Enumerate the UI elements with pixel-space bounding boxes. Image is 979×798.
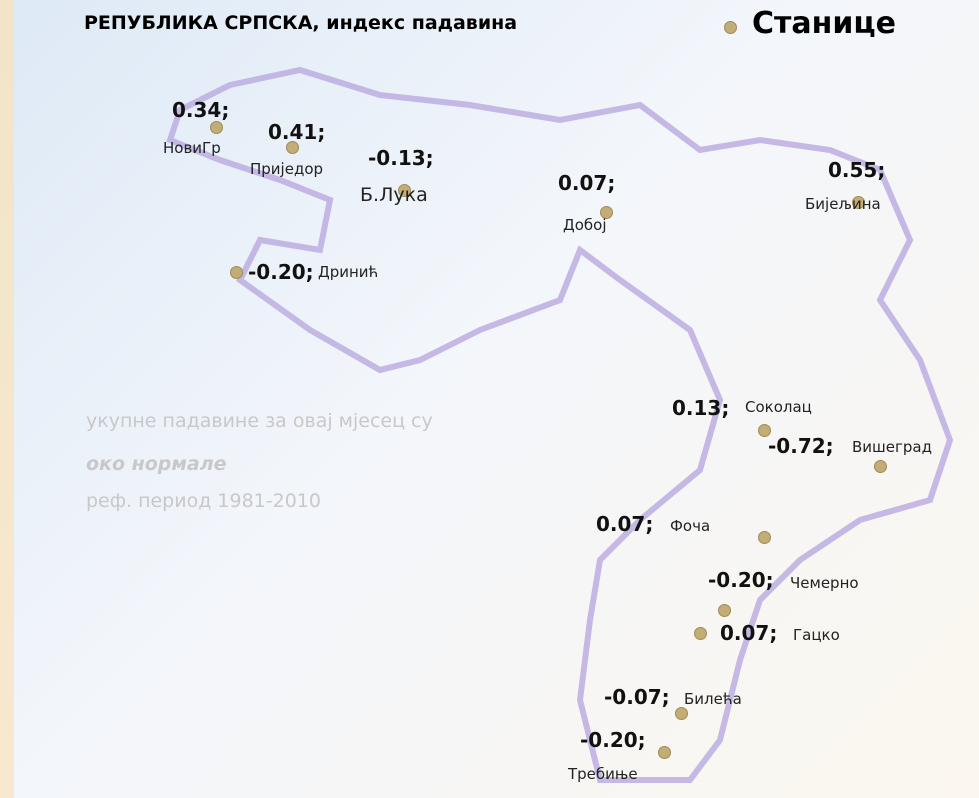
station-name: Билећа	[684, 690, 742, 708]
station-value: 0.07;	[558, 171, 616, 195]
station-dot	[675, 707, 688, 720]
station-name: НовиГр	[163, 139, 221, 157]
station-value: -0.07;	[604, 685, 670, 709]
station-name: Дринић	[318, 263, 379, 281]
station-name: Добој	[563, 216, 607, 234]
station-dot	[852, 196, 865, 209]
station-name: Чемерно	[790, 574, 859, 592]
station-value: -0.13;	[368, 146, 434, 170]
station-value: -0.72;	[768, 434, 834, 458]
station-dot	[874, 460, 887, 473]
station-name: Фоча	[670, 517, 711, 535]
station-dot	[210, 121, 223, 134]
station-dot	[718, 604, 731, 617]
station-name: Соколац	[745, 398, 812, 416]
station-dot	[758, 424, 771, 437]
legend-dot	[724, 21, 737, 34]
station-value: 0.34;	[172, 98, 230, 122]
note-line: реф. период 1981-2010	[86, 490, 321, 512]
station-dot	[398, 184, 411, 197]
station-dot	[230, 266, 243, 279]
station-name: Приједор	[250, 160, 324, 178]
legend-label: Станице	[752, 6, 896, 41]
title: РЕПУБЛИКА СРПСКА, индекс падавина	[84, 12, 518, 34]
station-value: -0.20;	[248, 260, 314, 284]
station-value: -0.20;	[580, 728, 646, 752]
station-dot	[658, 746, 671, 759]
station-value: -0.20;	[708, 568, 774, 592]
station-name: Б.Лука	[360, 184, 428, 206]
station-dot	[286, 141, 299, 154]
station-dot	[694, 627, 707, 640]
station-name: Вишеград	[852, 438, 932, 456]
station-value: 0.41;	[268, 120, 326, 144]
note-line: око нормале	[86, 453, 227, 475]
station-value: 0.07;	[720, 621, 778, 645]
station-value: 0.55;	[828, 158, 886, 182]
left-strip	[0, 0, 14, 798]
note-line: укупне падавине за овај мјесец су	[86, 410, 433, 432]
station-dot	[758, 531, 771, 544]
station-name: Бијељина	[805, 195, 881, 213]
station-dot	[600, 206, 613, 219]
border	[166, 66, 954, 783]
station-value: 0.13;	[672, 396, 730, 420]
station-name: Гацко	[793, 626, 840, 644]
station-name: Требиње	[568, 765, 638, 783]
station-value: 0.07;	[596, 512, 654, 536]
